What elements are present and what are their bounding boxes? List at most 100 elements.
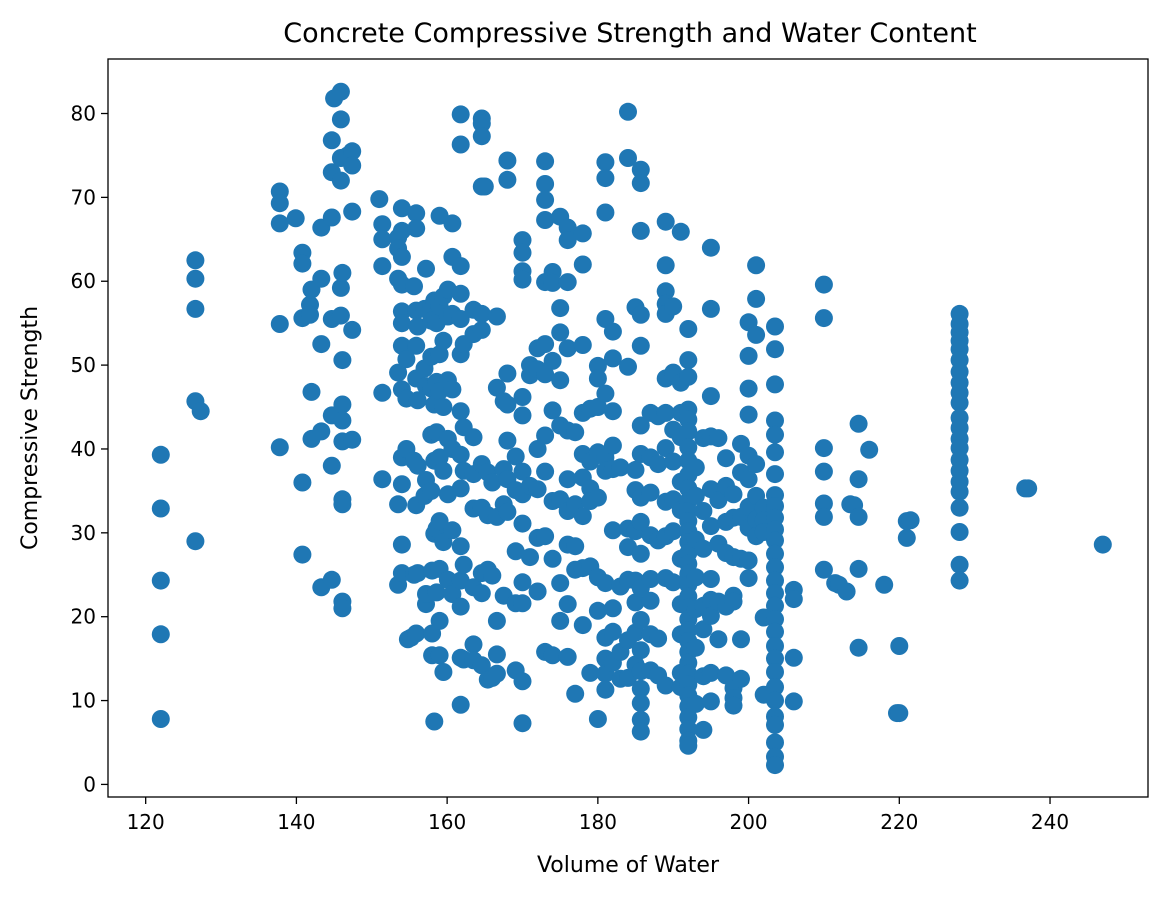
data-point	[596, 153, 615, 172]
data-point	[331, 110, 350, 129]
data-point	[151, 710, 170, 728]
data-point	[513, 388, 532, 406]
data-point	[333, 263, 352, 282]
data-point	[766, 571, 784, 590]
data-point	[443, 380, 462, 399]
data-point	[596, 574, 615, 593]
data-point	[814, 309, 833, 328]
data-point	[322, 456, 341, 475]
data-point	[528, 582, 547, 601]
data-point	[312, 422, 331, 441]
data-point	[664, 452, 683, 471]
data-point	[875, 575, 894, 594]
data-point	[454, 555, 473, 574]
data-point	[392, 314, 411, 333]
data-point	[408, 456, 427, 475]
data-point	[679, 438, 698, 457]
data-point	[543, 549, 562, 568]
data-point	[766, 317, 784, 336]
data-point	[686, 568, 705, 587]
data-point	[333, 599, 352, 618]
data-point	[814, 439, 833, 458]
data-point	[506, 447, 525, 466]
data-point	[747, 256, 766, 275]
data-point	[619, 149, 637, 167]
data-point	[151, 499, 170, 518]
data-point	[588, 356, 607, 375]
data-point	[588, 710, 607, 728]
data-point	[732, 630, 750, 649]
data-point	[558, 470, 577, 489]
data-point	[656, 676, 675, 695]
data-point	[536, 365, 555, 384]
data-point	[343, 156, 362, 175]
data-point	[487, 307, 506, 326]
data-point	[603, 349, 622, 368]
data-point	[649, 455, 668, 474]
data-point	[472, 656, 491, 675]
data-point	[543, 646, 562, 665]
data-point	[701, 238, 720, 257]
data-point	[950, 482, 969, 501]
data-point	[732, 669, 750, 688]
data-point	[603, 402, 622, 421]
data-point	[551, 574, 570, 593]
data-point	[536, 426, 555, 445]
data-point	[701, 692, 720, 711]
data-point	[331, 82, 350, 101]
data-point	[626, 460, 645, 479]
data-point	[322, 570, 341, 589]
data-point	[766, 663, 784, 681]
data-point	[766, 425, 784, 444]
data-point	[430, 512, 449, 531]
data-point	[603, 436, 622, 455]
data-point	[747, 325, 766, 344]
data-point	[333, 495, 352, 514]
data-point	[566, 684, 585, 703]
data-point	[186, 269, 205, 288]
data-point	[724, 485, 743, 504]
data-point	[656, 282, 675, 301]
data-point	[649, 629, 668, 648]
data-point	[558, 595, 577, 614]
data-point	[451, 135, 470, 154]
data-point	[558, 231, 577, 250]
data-point	[286, 209, 305, 228]
data-point	[407, 336, 426, 355]
data-point	[656, 403, 675, 422]
data-point	[588, 398, 607, 416]
data-point	[766, 443, 784, 462]
data-point	[596, 680, 615, 699]
data-point	[686, 458, 705, 477]
data-point	[766, 340, 784, 359]
data-point	[950, 393, 969, 412]
data-point	[373, 230, 392, 249]
data-point	[814, 275, 833, 294]
data-point	[417, 259, 435, 278]
data-point	[739, 470, 758, 489]
data-point	[392, 535, 411, 554]
data-point	[551, 299, 570, 318]
data-point	[392, 221, 411, 240]
data-point	[656, 439, 675, 458]
data-point	[498, 431, 517, 450]
data-point	[950, 571, 969, 590]
data-point	[373, 215, 392, 234]
data-point	[766, 465, 784, 484]
data-point	[293, 545, 312, 564]
data-point	[392, 247, 411, 266]
data-point	[513, 672, 532, 691]
data-point	[766, 756, 784, 775]
data-point	[451, 284, 470, 303]
data-points	[151, 82, 1112, 775]
data-point	[430, 646, 449, 665]
data-point	[513, 406, 532, 425]
data-point	[451, 445, 470, 464]
data-point	[664, 297, 683, 316]
data-point	[513, 270, 532, 289]
data-point	[331, 171, 350, 190]
data-point	[427, 583, 446, 602]
data-point	[701, 606, 720, 625]
data-point	[694, 539, 713, 558]
data-point	[631, 722, 650, 741]
